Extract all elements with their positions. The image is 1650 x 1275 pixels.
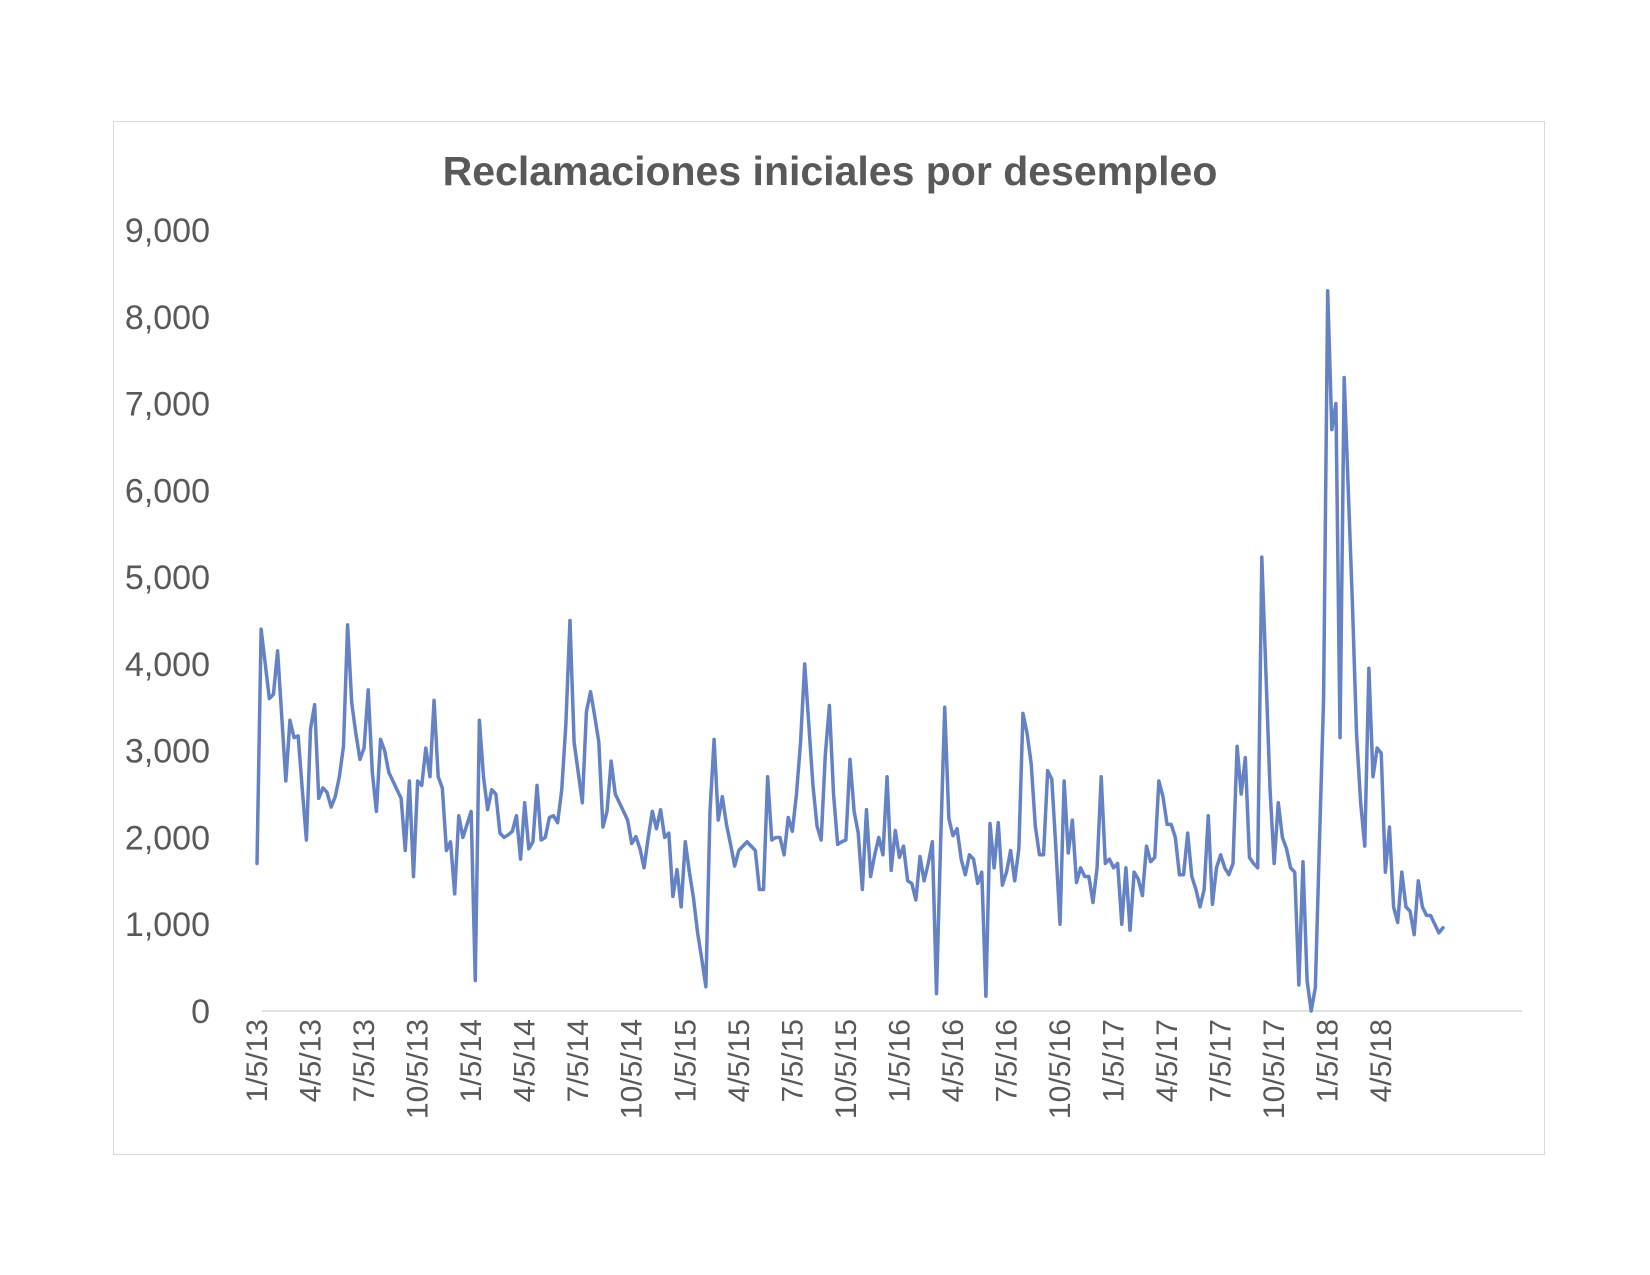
x-tick-label: 4/5/17: [1151, 1019, 1184, 1102]
x-tick-label: 4/5/18: [1365, 1019, 1398, 1102]
x-tick-label: 10/5/17: [1258, 1019, 1291, 1119]
y-tick-label: 0: [191, 993, 210, 1031]
x-tick-label: 1/5/13: [241, 1019, 274, 1102]
y-axis-labels: 0 1,000 2,000 3,000 4,000 5,000 6,000 7,000 8,00…: [125, 212, 210, 1031]
x-tick-label: 4/5/13: [295, 1019, 328, 1102]
x-tick-label: 1/5/14: [455, 1019, 488, 1102]
y-tick-label: 7,000: [125, 386, 210, 424]
series-line: [255, 288, 1445, 1013]
y-tick-label: 9,000: [125, 212, 210, 250]
x-tick-label: 10/5/16: [1044, 1019, 1077, 1119]
x-tick-label: 1/5/17: [1098, 1019, 1131, 1102]
chart-title: Reclamaciones iniciales por desempleo: [443, 148, 1218, 194]
y-tick-label: 3,000: [125, 733, 210, 771]
x-tick-label: 1/5/16: [883, 1019, 916, 1102]
x-tick-label: 7/5/13: [348, 1019, 381, 1102]
x-tick-label: 10/5/14: [616, 1019, 649, 1119]
x-tick-label: 10/5/13: [402, 1019, 435, 1119]
y-tick-label: 1,000: [125, 906, 210, 944]
y-tick-label: 4,000: [125, 646, 210, 684]
y-tick-label: 2,000: [125, 819, 210, 857]
y-tick-label: 6,000: [125, 472, 210, 510]
x-tick-label: 7/5/14: [562, 1019, 595, 1102]
x-tick-label: 10/5/15: [830, 1019, 863, 1119]
x-tick-label: 4/5/16: [937, 1019, 970, 1102]
x-tick-label: 7/5/16: [990, 1019, 1023, 1102]
chart-svg: Reclamaciones iniciales por desempleo 01…: [125, 148, 1522, 1119]
x-tick-label: 4/5/14: [509, 1019, 542, 1102]
x-tick-label: 1/5/15: [669, 1019, 702, 1102]
x-tick-label: 7/5/15: [776, 1019, 809, 1102]
x-tick-label: 4/5/15: [723, 1019, 756, 1102]
y-tick-label: 8,000: [125, 299, 210, 337]
x-axis-labels: 1/5/13 4/5/13 7/5/13 10/5/13 1/5/14 4/5/14 7/5…: [241, 1019, 1398, 1119]
y-tick-label: 5,000: [125, 559, 210, 597]
x-tick-label: 1/5/18: [1312, 1019, 1345, 1102]
x-tick-label: 7/5/17: [1205, 1019, 1238, 1102]
